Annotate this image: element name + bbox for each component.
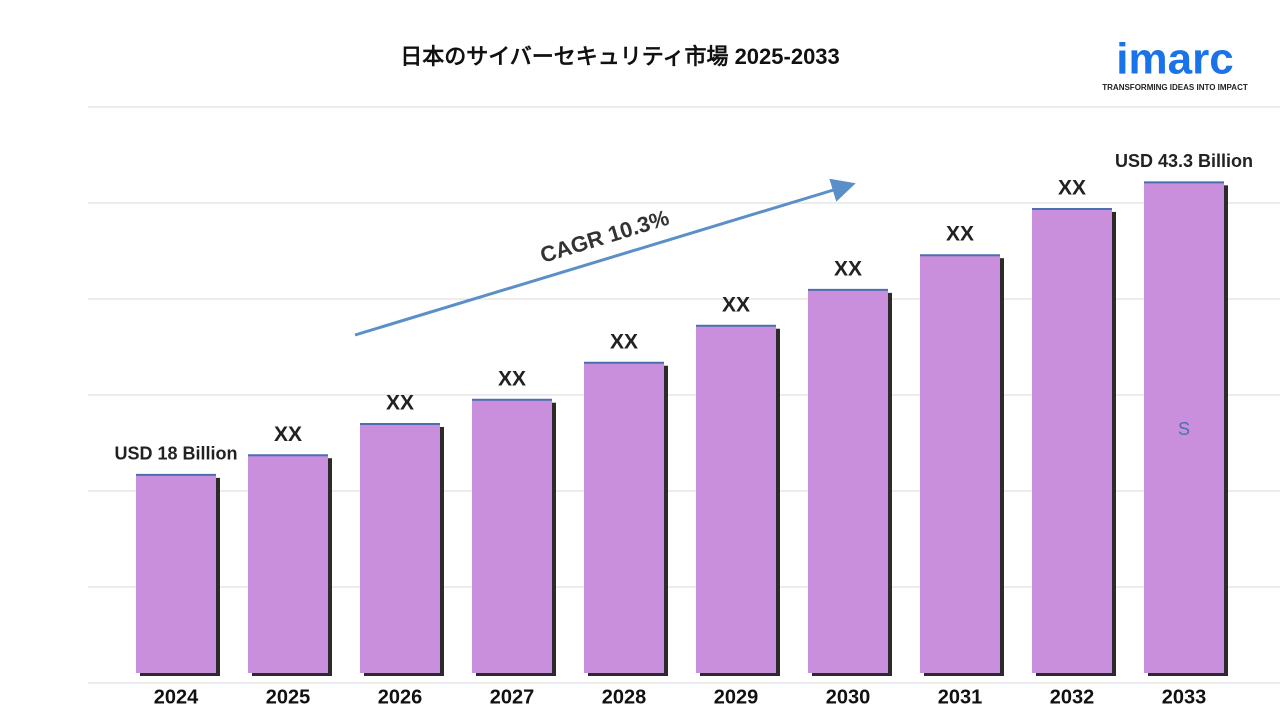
- value-label: XX: [946, 223, 974, 246]
- x-tick-label: 2031: [938, 686, 983, 708]
- value-label: XX: [610, 330, 638, 353]
- x-tick-label: 2025: [266, 686, 311, 708]
- cagr-arrow: [354, 178, 856, 337]
- bar: [136, 474, 216, 673]
- x-tick-label: 2033: [1162, 686, 1207, 708]
- x-tick-label: 2030: [826, 686, 871, 708]
- brand-logo: imarc: [1116, 35, 1233, 84]
- x-tick-label: 2032: [1050, 686, 1095, 708]
- value-label: USD 18 Billion: [114, 444, 237, 464]
- bar: [808, 289, 888, 673]
- value-label: XX: [834, 257, 862, 280]
- value-label: XX: [274, 423, 302, 446]
- bar: [360, 424, 440, 673]
- x-tick-label: 2028: [602, 686, 647, 708]
- bar: [472, 399, 552, 673]
- bar: [584, 362, 664, 673]
- bar: [1144, 182, 1224, 673]
- value-label: USD 43.3 Billion: [1115, 151, 1253, 171]
- x-tick-label: 2029: [714, 686, 759, 708]
- chart-title: 日本のサイバーセキュリティ市場 2025-2033: [400, 44, 840, 69]
- value-label: XX: [498, 367, 526, 390]
- bar-text: S: [1178, 419, 1190, 439]
- value-label: XX: [386, 392, 414, 415]
- bar: [248, 455, 328, 673]
- bar: [1032, 208, 1112, 673]
- x-tick-label: 2027: [490, 686, 535, 708]
- x-tick-label: 2024: [154, 686, 199, 708]
- value-label: XX: [722, 293, 750, 316]
- bar: [696, 325, 776, 673]
- x-tick-label: 2026: [378, 686, 423, 708]
- value-label: XX: [1058, 176, 1086, 199]
- brand-tagline: TRANSFORMING IDEAS INTO IMPACT: [1102, 83, 1248, 92]
- bar: [920, 255, 1000, 673]
